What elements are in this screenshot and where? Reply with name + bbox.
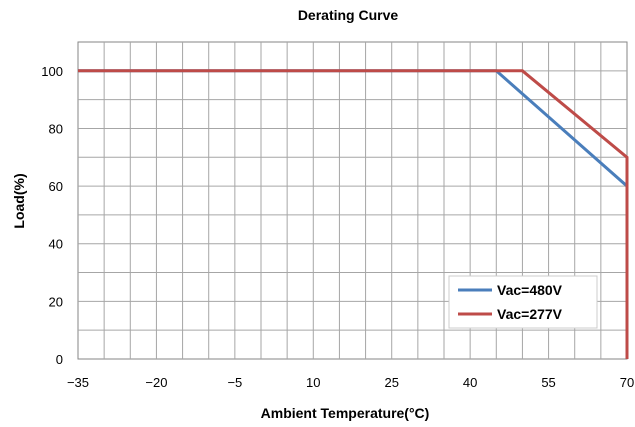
plot-area (77, 41, 629, 360)
x-tick-label: 25 (384, 375, 398, 390)
legend-label: Vac=277V (497, 306, 563, 322)
x-tick-label: −5 (227, 375, 242, 390)
legend-label: Vac=480V (497, 282, 563, 298)
x-tick-label: 55 (541, 375, 555, 390)
x-axis: −35 −20 −5 10 25 40 55 70 (67, 375, 634, 390)
x-tick-label: −20 (145, 375, 167, 390)
x-axis-label: Ambient Temperature(°C) (261, 405, 430, 421)
x-tick-label: 70 (620, 375, 634, 390)
y-tick-label: 40 (49, 237, 63, 252)
y-tick-label: 0 (56, 352, 63, 367)
legend-box (448, 275, 598, 329)
y-tick-label: 60 (49, 179, 63, 194)
series-line-vac-277v (78, 69, 629, 359)
y-axis: 0 20 40 60 80 100 (41, 64, 63, 367)
y-axis-label: Load(%) (11, 173, 27, 228)
x-tick-label: −35 (67, 375, 89, 390)
series-lines (78, 69, 629, 359)
chart-title: Derating Curve (298, 7, 399, 23)
grid (78, 42, 627, 359)
y-tick-label: 80 (49, 121, 63, 136)
y-tick-label: 20 (49, 294, 63, 309)
x-tick-label: 40 (463, 375, 477, 390)
legend: Vac=480V Vac=277V (448, 275, 598, 329)
x-tick-label: 10 (306, 375, 320, 390)
y-tick-label: 100 (41, 64, 63, 79)
